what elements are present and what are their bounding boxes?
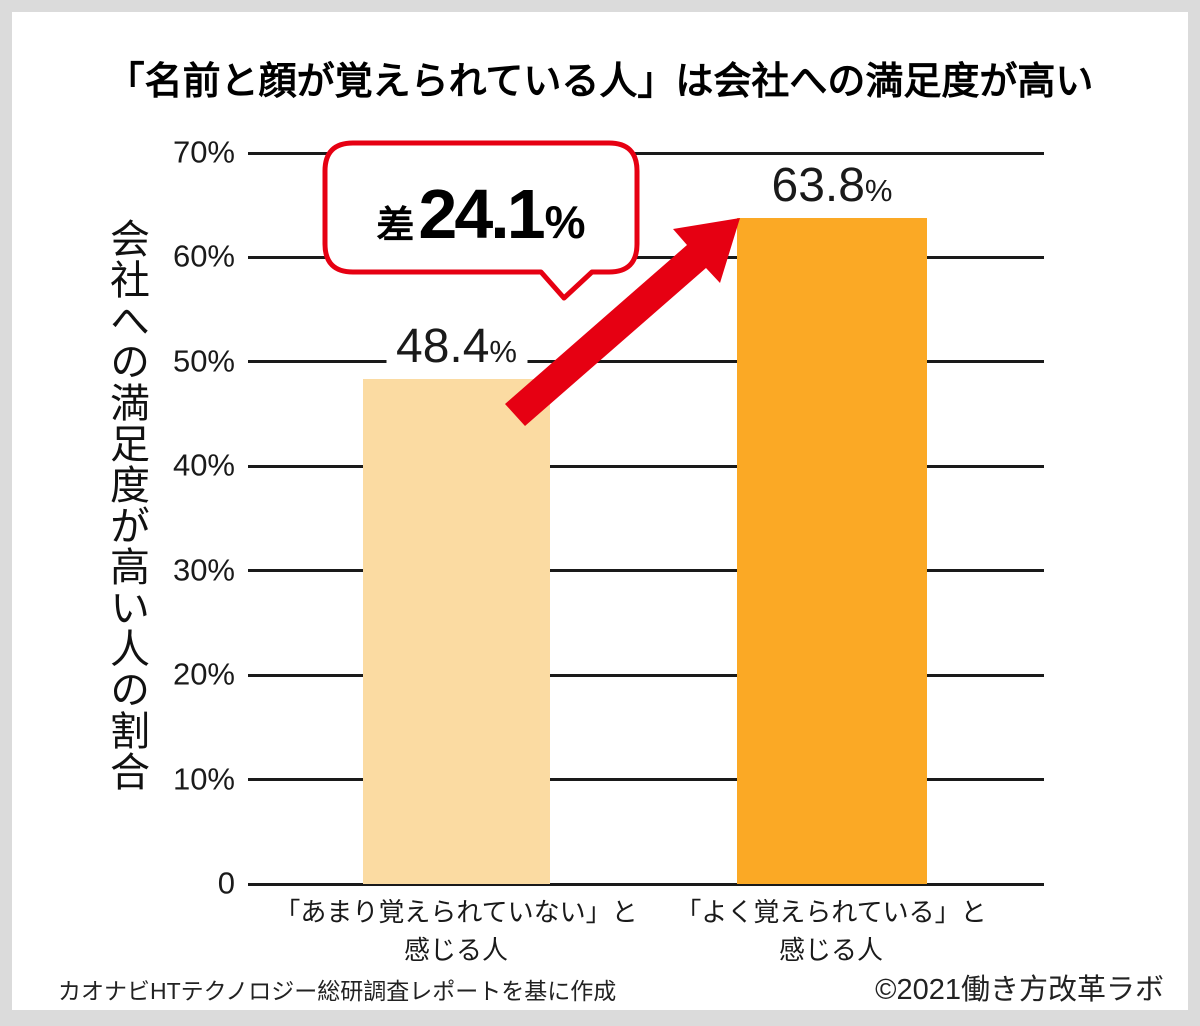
difference-value: 24.1 xyxy=(418,175,545,253)
bar-not-remembered xyxy=(363,378,550,884)
bar-value-label-not-remembered: 48.4% xyxy=(386,319,527,374)
difference-label: 差 xyxy=(376,205,415,247)
category-label-not-remembered: 「あまり覚えられていない」と 感じる人 xyxy=(274,894,637,969)
gridline-70 xyxy=(248,151,1044,155)
source-note: カオナビHTテクノロジー総研調査レポートを基に作成 xyxy=(58,978,617,1004)
gridline-0 xyxy=(248,882,1044,886)
gridline-30 xyxy=(248,569,1044,573)
chart-title: 「名前と顔が覚えられている人」は会社への満足度が高い xyxy=(106,61,1094,103)
y-tick-label-20: 20% xyxy=(172,656,235,692)
y-tick-label-40: 40% xyxy=(172,447,235,483)
bar-value-unit: % xyxy=(864,172,893,208)
bar-well-remembered xyxy=(737,217,927,884)
copyright: ©2021働き方改革ラボ xyxy=(875,974,1164,1006)
category-label-line2: 感じる人 xyxy=(403,934,509,965)
y-axis-title: 会社への満足度が高い人の割合 xyxy=(104,218,148,792)
y-tick-label-60: 60% xyxy=(172,238,235,274)
bar-value-label-well-remembered: 63.8% xyxy=(761,158,903,213)
y-tick-label-10: 10% xyxy=(172,760,235,796)
y-tick-label-50: 50% xyxy=(172,343,235,379)
bar-value-unit: % xyxy=(489,333,517,369)
gridline-20 xyxy=(248,673,1044,677)
category-label-line2: 感じる人 xyxy=(778,934,884,965)
y-tick-label-0: 0 xyxy=(217,865,235,901)
difference-unit: % xyxy=(544,196,586,248)
category-label-well-remembered: 「よく覚えられている」と 感じる人 xyxy=(675,894,986,969)
category-label-line1: 「よく覚えられている」と xyxy=(675,897,987,927)
y-tick-label-30: 30% xyxy=(172,551,235,587)
difference-callout: 差24.1% xyxy=(325,143,637,272)
bar-value-number: 48.4 xyxy=(396,319,490,373)
y-tick-label-70: 70% xyxy=(172,134,235,170)
bar-value-number: 63.8 xyxy=(771,158,865,212)
category-label-line1: 「あまり覚えられていない」と xyxy=(274,897,638,927)
gridline-40 xyxy=(248,464,1044,468)
gridline-10 xyxy=(248,778,1044,782)
